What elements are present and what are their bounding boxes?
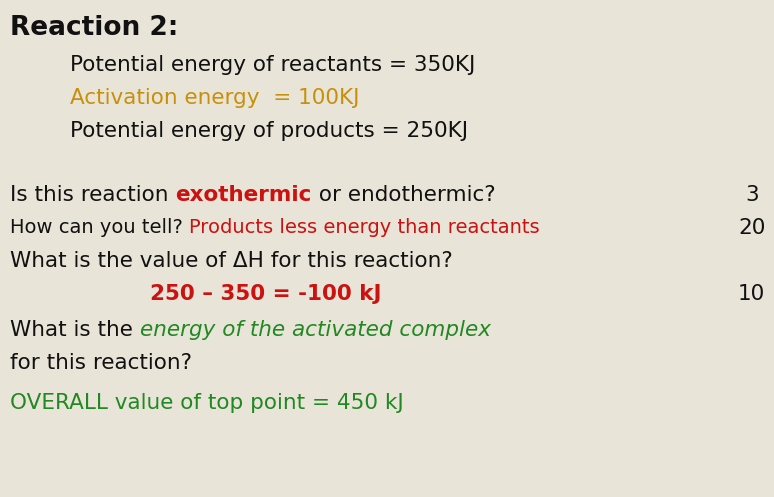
Text: Activation energy  = 100KJ: Activation energy = 100KJ	[70, 88, 359, 108]
Text: energy of the activated complex: energy of the activated complex	[140, 320, 491, 340]
Text: for this reaction?: for this reaction?	[10, 353, 192, 373]
Text: How can you tell?: How can you tell?	[10, 218, 189, 237]
Text: Potential energy of products = 250KJ: Potential energy of products = 250KJ	[70, 121, 468, 141]
Text: 20: 20	[738, 218, 765, 238]
Text: Is this reaction: Is this reaction	[10, 185, 176, 205]
Text: Products less energy than reactants: Products less energy than reactants	[189, 218, 539, 237]
Text: 250 – 350 = -100 kJ: 250 – 350 = -100 kJ	[150, 284, 382, 304]
Text: 10: 10	[738, 284, 765, 304]
Text: 3: 3	[745, 185, 759, 205]
Text: OVERALL value of top point = 450 kJ: OVERALL value of top point = 450 kJ	[10, 393, 404, 413]
Text: or endothermic?: or endothermic?	[312, 185, 495, 205]
Text: Reaction 2:: Reaction 2:	[10, 15, 178, 41]
Text: What is the value of ΔH for this reaction?: What is the value of ΔH for this reactio…	[10, 251, 453, 271]
Text: exothermic: exothermic	[176, 185, 312, 205]
Text: What is the: What is the	[10, 320, 140, 340]
Text: Potential energy of reactants = 350KJ: Potential energy of reactants = 350KJ	[70, 55, 475, 75]
